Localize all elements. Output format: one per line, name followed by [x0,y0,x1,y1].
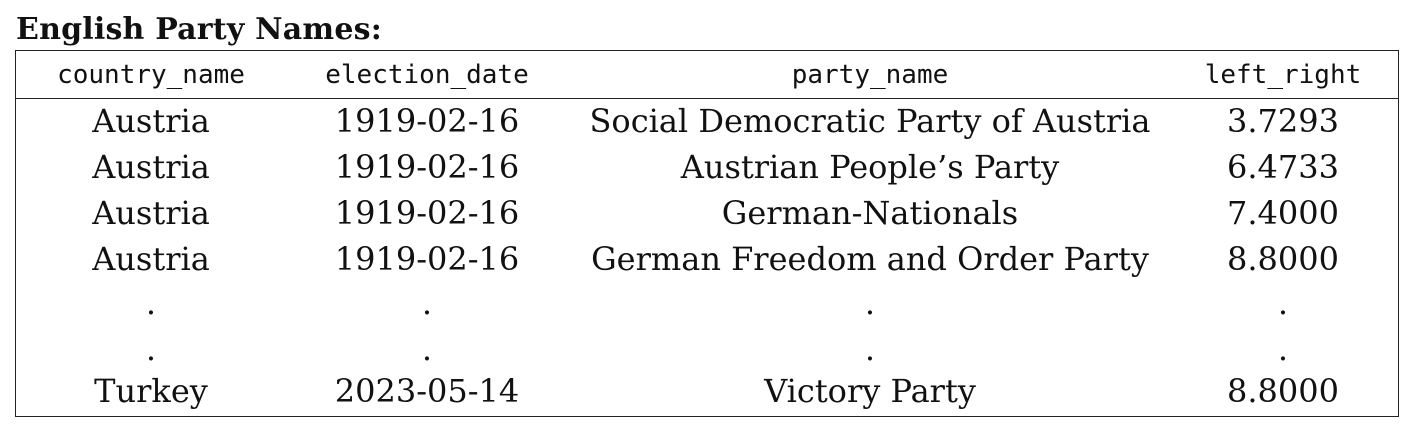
ellipsis-dot: . [421,330,433,368]
ellipsis-dot: . [145,330,157,368]
data-table: country_name election_date party_name le… [15,50,1399,417]
ellipsis-dot: . [1277,330,1289,368]
table-cell-party-name: Austrian People’s Party [680,148,1060,186]
table-cell-party-name: Social Democratic Party of Austria [589,102,1151,140]
table-cell-election-date: 1919-02-16 [334,148,520,186]
table-cell-country: Austria [92,194,210,232]
table-title: English Party Names: [16,12,382,47]
table-cell-left-right: 8.8000 [1227,372,1339,410]
table-cell-left-right: 3.7293 [1227,102,1339,140]
ellipsis-dot: . [864,284,876,322]
table-cell-country: Austria [92,148,210,186]
column-header-country-name: country_name [57,60,245,90]
ellipsis-dot: . [1277,284,1289,322]
table-cell-election-date: 1919-02-16 [334,240,520,278]
header-divider [16,98,1398,99]
column-header-election-date: election_date [325,60,529,90]
table-cell-party-name: German Freedom and Order Party [591,240,1149,278]
table-cell-country: Austria [92,240,210,278]
ellipsis-dot: . [864,330,876,368]
table-cell-party-name: German-Nationals [721,194,1019,232]
table-cell-left-right: 7.4000 [1227,194,1339,232]
column-header-left-right: left_right [1204,60,1362,90]
table-cell-party-name: Victory Party [764,372,976,410]
table-cell-country: Austria [92,102,210,140]
table-cell-left-right: 8.8000 [1227,240,1339,278]
table-cell-left-right: 6.4733 [1227,148,1339,186]
ellipsis-dot: . [421,284,433,322]
table-cell-election-date: 1919-02-16 [334,102,520,140]
table-cell-election-date: 2023-05-14 [334,372,520,410]
column-header-party-name: party_name [791,60,949,90]
table-cell-country: Turkey [94,372,208,410]
ellipsis-dot: . [145,284,157,322]
table-cell-election-date: 1919-02-16 [334,194,520,232]
